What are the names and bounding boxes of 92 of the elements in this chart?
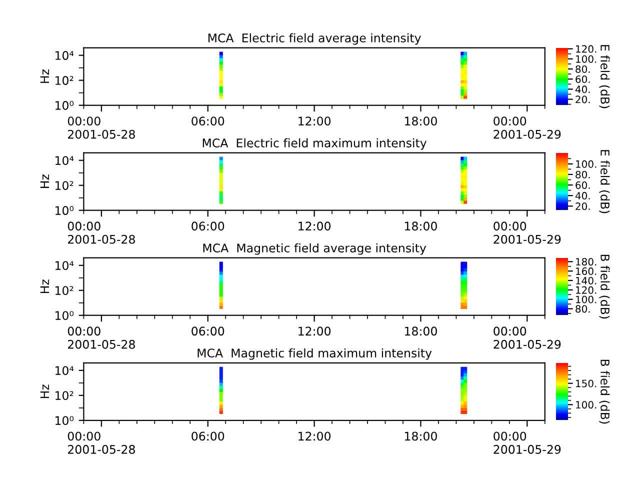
chart-title: MCA Electric field average intensity (208, 33, 421, 45)
y-tick-label: 10⁴ (56, 366, 74, 376)
x-tick-label: 00:00 2001-05-29 (494, 222, 561, 244)
point (464, 379, 468, 383)
y-tick-label: 10⁰ (56, 311, 74, 320)
point (219, 169, 223, 173)
chart-title: MCA Magnetic field maximum intensity (198, 348, 432, 360)
color-bar-label: 80. (576, 65, 590, 73)
color-bar-label: 100. (576, 296, 596, 304)
point (219, 274, 223, 278)
point (464, 392, 468, 396)
point (464, 54, 468, 58)
y-tick-label: 10⁰ (56, 416, 74, 426)
x-tick-label: 12:00 (298, 116, 331, 126)
color-bar-label: 120. (576, 286, 596, 294)
x-tick-label: 00:00 2001-05-29 (494, 326, 561, 349)
color-bar-label: 180. (576, 258, 596, 266)
color-bar-label: 40. (575, 86, 590, 94)
color-bar-label: 120. (576, 45, 596, 53)
x-tick-label: 00:00 2001-05-29 (494, 116, 561, 139)
point (219, 54, 223, 58)
y-tick-label: 10⁴ (56, 261, 74, 270)
point (464, 262, 468, 266)
x-tick-label: 00:00 2001-05-28 (68, 116, 135, 139)
point (219, 262, 223, 266)
x-tick-label: 12:00 (298, 326, 331, 336)
y-axis-title: Hz (40, 384, 49, 398)
color-bar-title: E field (dB) (599, 150, 610, 214)
color-bar-title: B field (dB) (599, 254, 610, 319)
point (464, 156, 468, 160)
x-tick-label: 18:00 (405, 222, 437, 231)
y-tick-label: 10² (56, 286, 74, 296)
point (464, 404, 468, 408)
y-axis-title: Hz (40, 70, 49, 83)
x-tick-label: 06:00 (192, 326, 224, 336)
color-bar-title: B field (dB) (599, 360, 610, 424)
point (464, 299, 468, 303)
y-tick-label: 10² (56, 76, 74, 85)
x-tick-label: 00:00 2001-05-28 (68, 222, 135, 244)
color-bar-label: 140. (576, 276, 596, 284)
color-bar-label: 100. (576, 55, 596, 63)
color-bar-label: 80. (576, 305, 590, 313)
point (464, 92, 468, 96)
point (464, 80, 468, 84)
x-tick-label: 00:00 2001-05-28 (68, 326, 135, 349)
point (464, 286, 468, 290)
color-bar-label: 150. (576, 380, 596, 388)
y-axis-title: Hz (40, 174, 49, 188)
y-tick-label: 10⁰ (56, 206, 74, 215)
y-tick-label: 10² (56, 391, 74, 400)
x-tick-label: 06:00 (192, 432, 224, 441)
point (464, 366, 468, 370)
y-axis-title: Hz (40, 280, 49, 293)
x-tick-label: 00:00 2001-05-28 (68, 432, 135, 454)
color-bar-label: 100. (576, 401, 596, 409)
x-tick-label: 00:00 2001-05-29 (494, 432, 561, 454)
point (219, 392, 223, 396)
y-tick-label: 10⁰ (56, 101, 74, 110)
point (219, 379, 223, 383)
x-tick-label: 18:00 (405, 432, 437, 441)
x-tick-label: 18:00 (405, 326, 437, 336)
y-tick-label: 10⁴ (56, 51, 74, 60)
point (219, 366, 223, 370)
point (219, 194, 223, 198)
x-tick-label: 18:00 (405, 116, 437, 126)
point (219, 404, 223, 408)
x-tick-label: 06:00 (192, 222, 224, 231)
x-tick-label: 12:00 (298, 222, 331, 231)
color-bar-title: E field (dB) (599, 45, 610, 108)
point (464, 182, 468, 186)
color-bar-label: 20. (576, 96, 590, 104)
color-bar-label: 60. (576, 181, 590, 189)
x-tick-label: 06:00 (192, 116, 224, 126)
color-bar-label: 60. (576, 75, 590, 84)
point (464, 169, 468, 173)
color-bar-label: 80. (576, 170, 590, 178)
color-bar-label: 100. (576, 160, 596, 168)
y-tick-label: 10² (56, 181, 74, 190)
point (219, 156, 223, 160)
chart-title: MCA Electric field maximum intensity (202, 138, 427, 150)
point (464, 194, 468, 198)
point (219, 67, 223, 71)
point (464, 274, 468, 278)
y-tick-label: 10⁴ (56, 156, 74, 166)
color-bar-label: 160. (576, 267, 596, 275)
point (464, 67, 468, 71)
point (219, 299, 223, 303)
x-tick-label: 12:00 (298, 432, 331, 441)
color-bar-label: 20. (576, 202, 590, 210)
point (219, 92, 223, 96)
color-bar-label: 40. (575, 192, 590, 200)
chart-title: MCA Magnetic field average intensity (203, 243, 426, 255)
